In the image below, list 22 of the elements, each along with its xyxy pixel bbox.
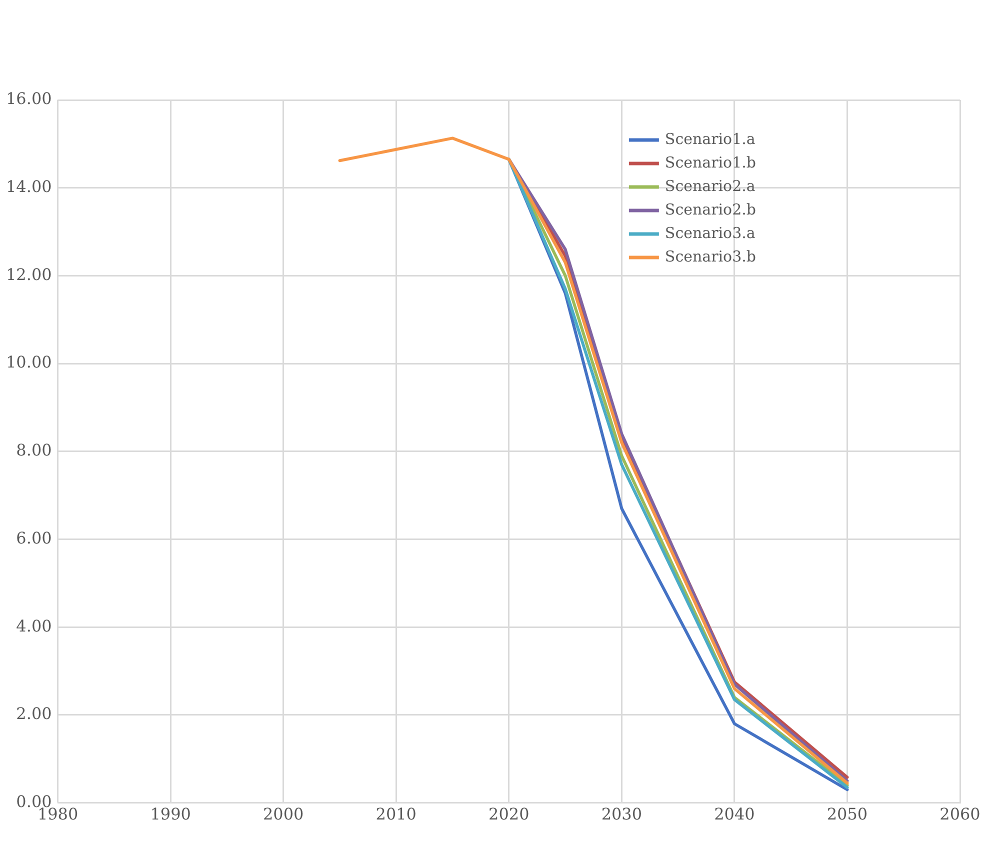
y-tick-label: 16.00 <box>6 89 52 108</box>
legend-label: Scenario2.a <box>664 176 756 195</box>
x-tick-label: 2040 <box>714 804 755 824</box>
legend-label: Scenario1.b <box>664 153 756 172</box>
y-tick-label: 10.00 <box>6 352 52 372</box>
y-tick-label: 2.00 <box>16 704 52 724</box>
legend-label: Scenario2.b <box>664 200 756 218</box>
legend-label: Scenario1.a <box>664 130 756 148</box>
x-tick-label: 2030 <box>601 804 642 824</box>
x-tick-label: 2020 <box>488 804 530 824</box>
y-tick-label: 12.00 <box>6 264 52 284</box>
x-tick-label: 2010 <box>376 804 416 824</box>
x-tick-label: 2060 <box>940 804 980 824</box>
legend-label: Scenario3.b <box>664 247 756 266</box>
y-tick-label: 4.00 <box>16 616 52 636</box>
y-tick-label: 8.00 <box>16 440 52 460</box>
y-tick-label: 14.00 <box>6 177 52 196</box>
x-tick-label: 1990 <box>150 804 191 824</box>
legend-label: Scenario3.a <box>664 224 756 242</box>
x-tick-label: 2050 <box>826 804 868 824</box>
x-tick-label: 2000 <box>262 804 304 824</box>
y-tick-label: 6.00 <box>16 528 52 548</box>
